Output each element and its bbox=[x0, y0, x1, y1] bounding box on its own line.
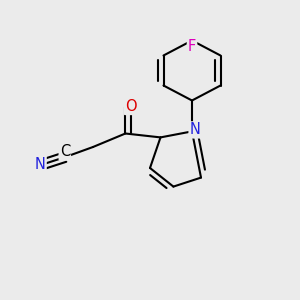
Text: N: N bbox=[190, 122, 200, 137]
Text: O: O bbox=[125, 99, 136, 114]
Text: N: N bbox=[35, 157, 46, 172]
Text: C: C bbox=[60, 144, 70, 159]
Text: F: F bbox=[188, 39, 196, 54]
